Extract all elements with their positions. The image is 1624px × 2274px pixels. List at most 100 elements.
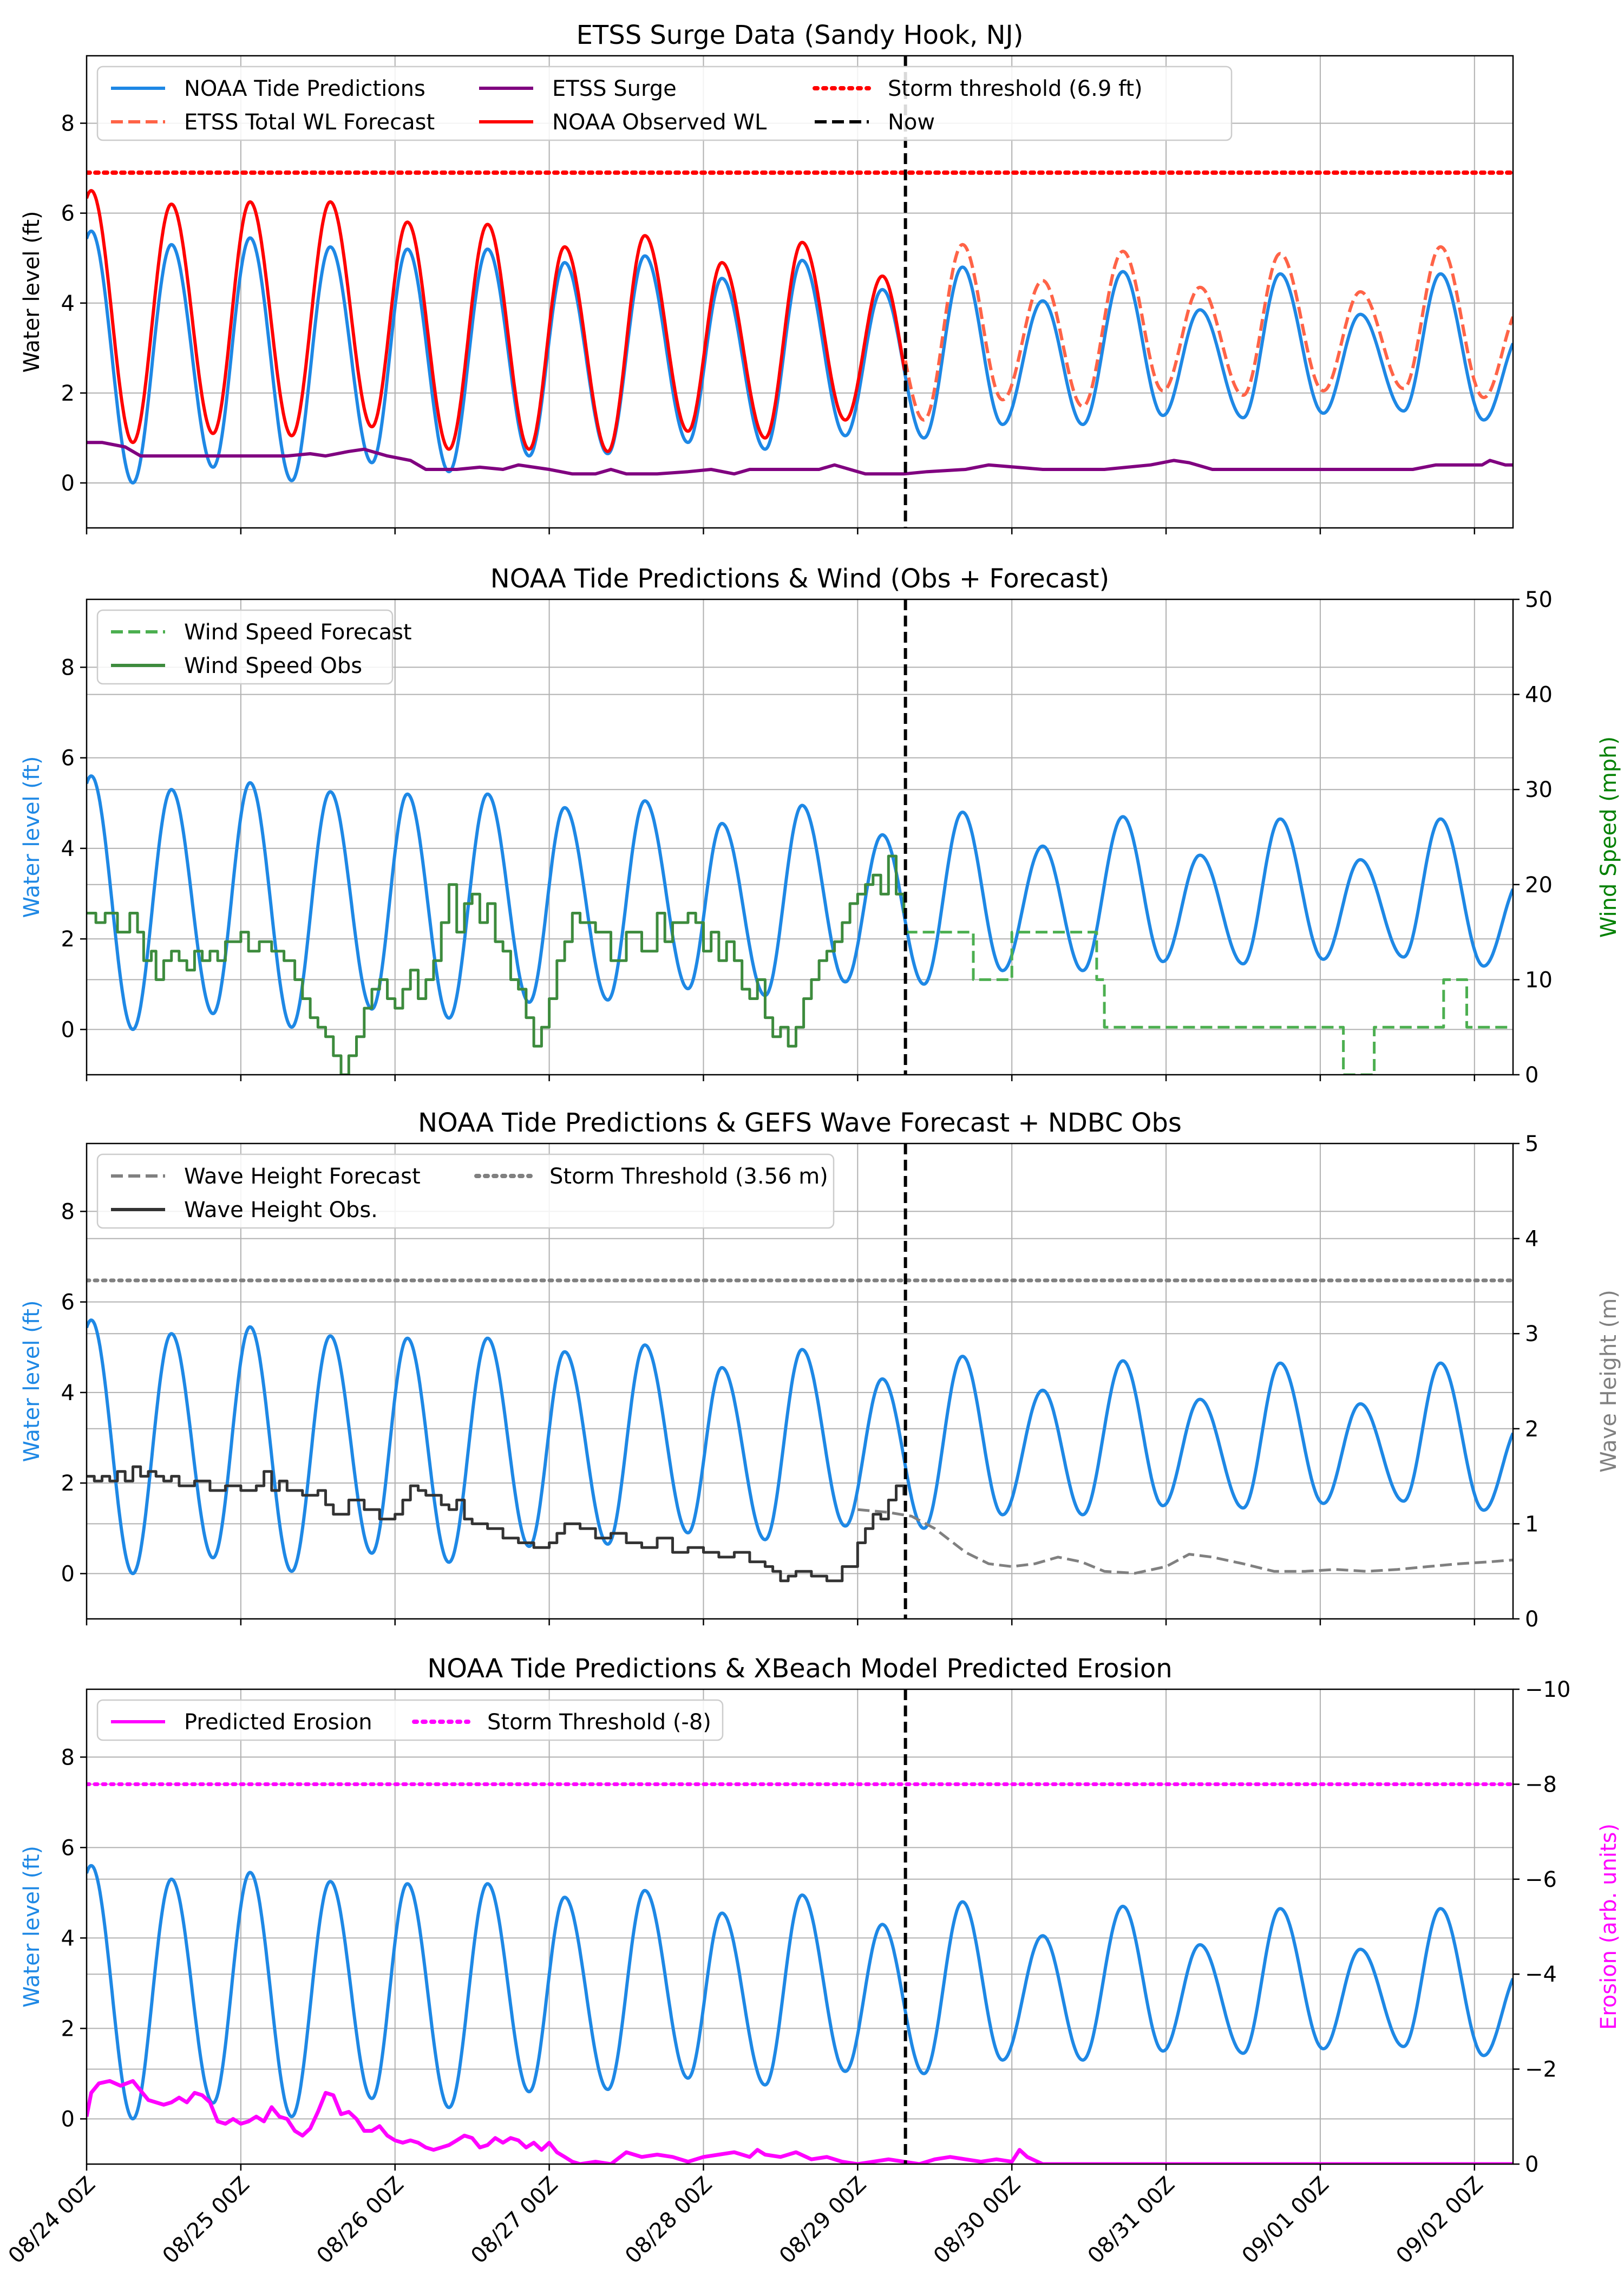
x-tick-label: 08/26 00Z <box>312 2172 408 2269</box>
legend-box <box>96 1699 724 1741</box>
y2-tick-label: 1 <box>1525 1512 1538 1537</box>
plot-frame <box>86 598 1514 1076</box>
series-line-noaa-tide-predictions <box>87 230 1513 485</box>
y2-tick-label: −8 <box>1525 1772 1557 1797</box>
x-tick-label: 08/24 00Z <box>4 2172 100 2269</box>
y-tick-label: 2 <box>61 2016 75 2041</box>
chart-panel-1: 0 2 4 6 8 ETSS Surge Data (Sandy Hook, NJ) Wat… <box>19 20 1514 534</box>
y-tick-label: 0 <box>61 1561 75 1586</box>
y-tick-label: 0 <box>61 1017 75 1042</box>
legend-label: Wind Speed Forecast <box>184 620 412 645</box>
legend: Wave Height Forecast Wave Height Obs. Stor… <box>96 1153 835 1229</box>
plot-area <box>87 170 1513 485</box>
panel-title: NOAA Tide Predictions & Wind (Obs + Fore… <box>490 564 1109 594</box>
x-tick-label: 08/25 00Z <box>158 2172 254 2269</box>
legend-label: Wind Speed Obs <box>184 654 362 678</box>
series-line-etss-surge <box>87 441 1513 476</box>
y2-tick-label: 0 <box>1525 1607 1538 1632</box>
chart-panel-2: 0 2 4 6 8 0 10 20 30 40 50 NOAA Tide Predictions & … <box>19 564 1621 1088</box>
y-tick-label: 6 <box>61 201 75 226</box>
chart-panel-4: 0 2 4 6 8 0 −2 −4 −6 −8 −10 NOAA Tide Predictions &… <box>19 1654 1621 2177</box>
y2-axis-label: Erosion (arb. units) <box>1596 1824 1621 2030</box>
series-line-etss-total-wl-forecast <box>903 243 1513 422</box>
series-line-noaa-tide-predictions <box>87 774 1513 1031</box>
x-tick-label: 09/02 00Z <box>1391 2172 1488 2269</box>
y-tick-label: 6 <box>61 1290 75 1315</box>
chart-panel-3: 0 2 4 6 8 0 1 2 3 4 5 NOAA Tide Predictions & GEFS … <box>19 1108 1621 1632</box>
legend-label: Wave Height Forecast <box>184 1164 421 1189</box>
y2-tick-label: −10 <box>1525 1677 1570 1702</box>
legend-label: Predicted Erosion <box>184 1710 372 1735</box>
y2-tick-label: 30 <box>1525 777 1553 802</box>
legend-label: Now <box>888 110 935 135</box>
y-tick-label: 2 <box>61 927 75 952</box>
y-axis-label: Water level (ft) <box>19 756 44 918</box>
y2-axis-label: Wave Height (m) <box>1596 1290 1621 1473</box>
x-tick-label: 08/27 00Z <box>466 2172 562 2269</box>
y2-tick-label: −6 <box>1525 1867 1557 1892</box>
legend-label: Storm Threshold (-8) <box>487 1710 711 1735</box>
series-line-noaa-observed-wl <box>87 189 907 453</box>
panel-title: NOAA Tide Predictions & XBeach Model Pre… <box>427 1654 1172 1684</box>
y-tick-label: 8 <box>61 112 75 136</box>
series-line-wave-height-forecast <box>857 1508 1513 1575</box>
panel-title: ETSS Surge Data (Sandy Hook, NJ) <box>577 20 1024 50</box>
y2-tick-label: 0 <box>1525 1063 1538 1088</box>
series-line-wind-speed-obs <box>87 854 906 1075</box>
y2-tick-label: 2 <box>1525 1417 1538 1442</box>
series-line-noaa-tide-predictions <box>87 1318 1513 1576</box>
y2-tick-label: 0 <box>1525 2152 1538 2177</box>
y-tick-label: 2 <box>61 381 75 406</box>
legend-label: Storm Threshold (3.56 m) <box>549 1164 828 1189</box>
legend-label: Wave Height Obs. <box>184 1198 378 1223</box>
x-tick-label: 08/30 00Z <box>929 2172 1025 2269</box>
x-tick-label: 08/28 00Z <box>620 2172 717 2269</box>
legend-box <box>96 66 1233 141</box>
legend-box <box>96 1153 835 1229</box>
legend-label: ETSS Total WL Forecast <box>184 110 435 135</box>
plot-area <box>87 774 1513 1075</box>
y-tick-label: 2 <box>61 1471 75 1496</box>
y2-tick-label: −4 <box>1525 1962 1557 1987</box>
panel-title: NOAA Tide Predictions & GEFS Wave Foreca… <box>418 1108 1182 1138</box>
y2-tick-label: 3 <box>1525 1322 1538 1347</box>
y-axis-label: Water level (ft) <box>19 1846 44 2008</box>
y-tick-label: 4 <box>61 291 75 316</box>
y-tick-label: 4 <box>61 1926 75 1951</box>
legend-label: NOAA Observed WL <box>552 110 767 135</box>
plot-frame <box>86 55 1514 529</box>
y-tick-label: 4 <box>61 1381 75 1406</box>
y2-tick-label: 40 <box>1525 683 1553 708</box>
legend-label: NOAA Tide Predictions <box>184 76 425 101</box>
legend-label: ETSS Surge <box>552 76 677 101</box>
series-line-noaa-tide-predictions <box>87 1864 1513 2121</box>
plot-area <box>87 1278 1513 1583</box>
y2-tick-label: 20 <box>1525 873 1553 898</box>
legend: Predicted Erosion Storm Threshold (-8) <box>96 1699 724 1741</box>
plot-frame <box>86 1142 1514 1620</box>
x-tick-label: 08/31 00Z <box>1083 2172 1180 2269</box>
y-tick-label: 0 <box>61 471 75 496</box>
legend-label: Storm threshold (6.9 ft) <box>888 76 1143 101</box>
legend-box <box>96 609 394 685</box>
y2-tick-label: 4 <box>1525 1227 1538 1252</box>
series-line-predicted-erosion <box>87 2079 1513 2164</box>
y-tick-label: 8 <box>61 1199 75 1224</box>
y2-tick-label: 10 <box>1525 968 1553 992</box>
y2-tick-label: 50 <box>1525 587 1553 612</box>
y-tick-label: 6 <box>61 746 75 771</box>
plot-area <box>87 1782 1513 2164</box>
y2-tick-label: −2 <box>1525 2057 1557 2082</box>
plot-frame <box>86 1688 1514 2165</box>
y-tick-label: 4 <box>61 837 75 861</box>
y-axis-label: Water level (ft) <box>19 1300 44 1462</box>
x-tick-label: 09/01 00Z <box>1237 2172 1334 2269</box>
y-tick-label: 8 <box>61 655 75 680</box>
y2-axis-label: Wind Speed (mph) <box>1596 736 1621 938</box>
x-tick-label: 08/29 00Z <box>775 2172 871 2269</box>
y-tick-label: 8 <box>61 1745 75 1770</box>
legend: NOAA Tide Predictions ETSS Total WL Forec… <box>96 66 1233 141</box>
y-axis-label: Water level (ft) <box>19 211 44 373</box>
legend: Wind Speed Forecast Wind Speed Obs <box>96 609 412 685</box>
